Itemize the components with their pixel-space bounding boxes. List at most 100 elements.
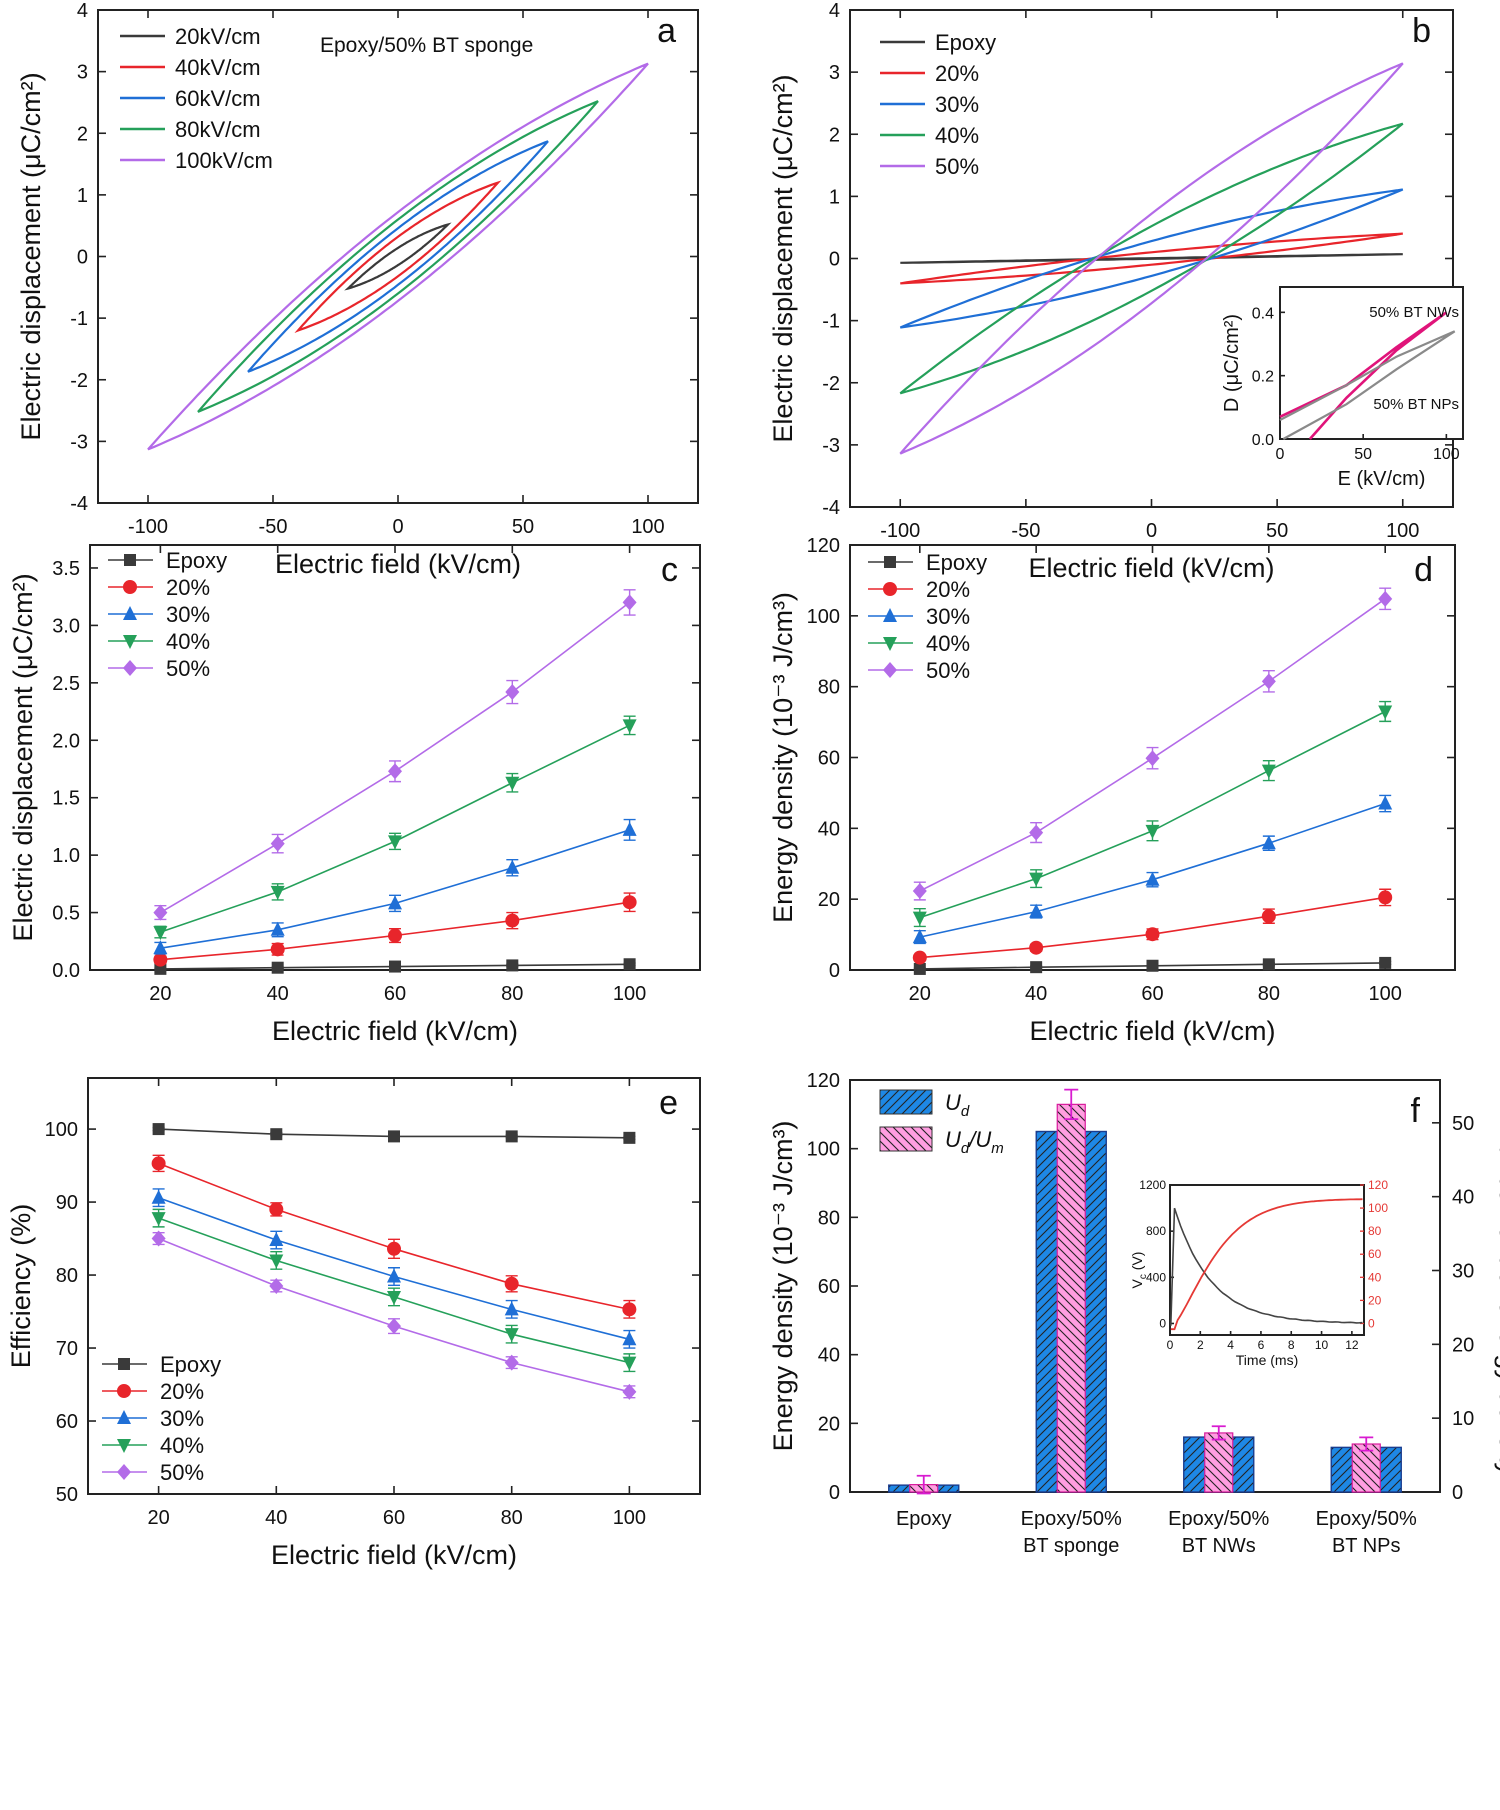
y-tick-label: 4 xyxy=(77,0,88,22)
data-point xyxy=(622,1356,637,1371)
x-tick-label: 50 xyxy=(1266,520,1288,542)
legend-label: 20% xyxy=(926,577,970,602)
data-point xyxy=(505,684,520,701)
series-20% xyxy=(151,1154,637,1319)
y-tick-label: 0 xyxy=(829,960,840,982)
y-tick-label: 90 xyxy=(56,1192,78,1214)
data-point xyxy=(151,1230,166,1247)
data-point xyxy=(506,959,519,972)
panel-a: -100 -50 0 50 100 -4 -3 -2 -1 0 1 2 3 4 Electric field… xyxy=(16,0,699,579)
legend-label: Ud xyxy=(945,1090,970,1120)
legend-marker xyxy=(117,1464,131,1480)
x-tick-label: 0 xyxy=(392,516,403,538)
data-point xyxy=(912,911,927,926)
inset-y2-tick-label: 80 xyxy=(1368,1224,1382,1238)
series-30% xyxy=(151,1188,637,1349)
y-tick-label: 3.5 xyxy=(52,558,80,580)
inset-y-tick-label: 0.0 xyxy=(1252,432,1274,449)
panel-d: 20 40 60 80 100 0 20 40 60 80 100 120 Electric field… xyxy=(768,535,1456,1046)
series-50% xyxy=(151,1230,637,1400)
y-tick-label: 0 xyxy=(77,247,88,269)
legend-label: 40% xyxy=(926,631,970,656)
x-tick-label: -50 xyxy=(259,516,288,538)
y2-tick-label: 20 xyxy=(1452,1334,1474,1356)
data-point xyxy=(622,895,637,910)
data-point xyxy=(1145,750,1160,767)
inset-y-tick-label: 0 xyxy=(1159,1316,1166,1330)
data-point xyxy=(622,719,637,734)
data-point xyxy=(153,952,168,967)
y-tick-label: 0 xyxy=(829,249,840,271)
data-point xyxy=(1378,890,1393,905)
data-point xyxy=(1029,872,1044,887)
y-tick-label: -4 xyxy=(822,497,840,519)
y-tick-label: 4 xyxy=(829,0,840,22)
legend-marker xyxy=(884,556,896,568)
inset-label-nps: 50% BT NPs xyxy=(1373,396,1459,413)
series-line xyxy=(919,598,1386,892)
x-axis-label: Electric field (kV/cm) xyxy=(272,1016,518,1046)
inset-y-tick-label: 800 xyxy=(1146,1224,1166,1238)
legend-label: 30% xyxy=(160,1406,204,1431)
x-tick-label: 100 xyxy=(613,983,646,1005)
y-tick-label: 120 xyxy=(807,535,840,557)
data-point xyxy=(152,1123,165,1136)
data-point xyxy=(1378,705,1393,720)
series-40% xyxy=(151,1208,637,1373)
x-tick-label: 80 xyxy=(501,1507,523,1529)
legend-swatch xyxy=(879,1126,933,1152)
legend-marker xyxy=(883,608,897,622)
y-tick-label: 100 xyxy=(45,1119,78,1141)
data-point xyxy=(1029,824,1044,841)
x-category-label: Epoxy/50% xyxy=(1168,1508,1269,1530)
data-point xyxy=(1261,835,1276,850)
y2-tick-label: 10 xyxy=(1452,1408,1474,1430)
data-point xyxy=(153,926,168,941)
series-40% xyxy=(912,700,1393,928)
y-tick-label: 120 xyxy=(807,1070,840,1092)
y-tick-label: 100 xyxy=(807,606,840,628)
data-point xyxy=(387,1290,401,1305)
data-point xyxy=(151,1189,166,1204)
x-tick-label: 20 xyxy=(909,983,931,1005)
panel-label: d xyxy=(1414,551,1433,589)
data-point xyxy=(388,763,402,780)
y-tick-label: 40 xyxy=(818,818,840,840)
y-tick-label: 2 xyxy=(77,123,88,145)
data-point xyxy=(504,1328,519,1343)
y-tick-label: 1 xyxy=(77,185,88,207)
panel-label: e xyxy=(659,1084,678,1122)
data-point xyxy=(151,1156,166,1171)
plot-frame xyxy=(849,1079,1441,1493)
y-tick-label: 2.0 xyxy=(52,730,80,752)
legend-marker xyxy=(123,606,137,620)
series-40% xyxy=(153,715,637,941)
data-point xyxy=(505,1130,518,1143)
y-axis-label: Electric displacement (μC/cm²) xyxy=(16,72,46,440)
series-50% xyxy=(153,589,637,921)
x-tick-label: 40 xyxy=(1025,983,1047,1005)
data-point xyxy=(151,1212,166,1227)
inset-x-tick-label: 100 xyxy=(1433,446,1460,463)
x-tick-label: 100 xyxy=(631,516,664,538)
data-point xyxy=(912,950,927,965)
y-tick-label: 1.5 xyxy=(52,788,80,810)
y-tick-label: -1 xyxy=(822,311,840,333)
x-tick-label: 40 xyxy=(265,1507,287,1529)
legend-label: Epoxy xyxy=(935,30,996,55)
legend-swatch xyxy=(879,1089,933,1115)
legend-label: 40% xyxy=(166,629,210,654)
inset-b: 0 50 100 0.0 0.2 0.4 E (kV/cm) D (μC/cm²) 50% BT… xyxy=(1221,286,1464,490)
x-tick-label: 20 xyxy=(149,983,171,1005)
y-axis-label: Electric displacement (μC/cm²) xyxy=(768,74,798,442)
x-tick-label: -100 xyxy=(128,516,168,538)
data-point xyxy=(1145,871,1160,886)
legend-label: 50% xyxy=(935,154,979,179)
loop-Epoxy xyxy=(900,253,1403,264)
legend-label: 50% xyxy=(926,658,970,683)
legend-label: 20kV/cm xyxy=(175,24,261,49)
legend-label: 20% xyxy=(166,575,210,600)
inset-frame xyxy=(1279,286,1464,440)
legend-label: 40kV/cm xyxy=(175,55,261,80)
